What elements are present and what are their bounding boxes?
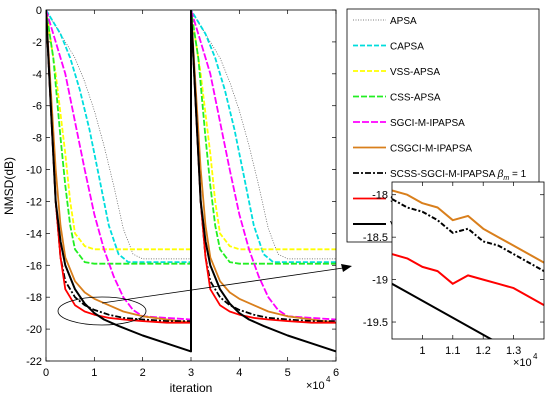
inset-ticks bbox=[392, 182, 544, 339]
zoom-arrow-head bbox=[341, 264, 352, 272]
main-x-tick-label-5: 5 bbox=[285, 367, 291, 379]
main-y-tick-label-4: -8 bbox=[32, 133, 42, 145]
main-x-tick-label-4: 4 bbox=[236, 367, 242, 379]
main-series-vss-sgci-m-ipapsa-8 bbox=[46, 10, 336, 353]
main-x-tick-labels: 0 1 2 3 4 5 6 bbox=[43, 367, 339, 379]
main-y-tick-label-10: -20 bbox=[26, 324, 42, 336]
main-series-vss-apsa-2 bbox=[46, 10, 336, 251]
inset-series-csgci-m-ipapsa-0 bbox=[392, 189, 544, 264]
inset-plot-frame bbox=[391, 181, 545, 340]
main-ticks bbox=[45, 9, 337, 362]
main-x-tick-label-1: 1 bbox=[91, 367, 97, 379]
main-plot: 0 1 2 3 4 5 6 0 -2 -4 -6 -8 -10 -12 -14 -16 -18 -20 -22 i… bbox=[2, 5, 352, 395]
inset-x-tick-labels: 1 1.1 1.2 1.3 bbox=[419, 345, 521, 357]
main-y-tick-label-0: 0 bbox=[36, 5, 42, 17]
main-x-tick-label-0: 0 bbox=[43, 367, 49, 379]
main-series-group bbox=[46, 10, 336, 353]
main-y-tick-label-2: -4 bbox=[32, 69, 42, 81]
inset-x-tick-label-0: 1 bbox=[419, 345, 425, 357]
inset-x-exponent-base: ×10 bbox=[513, 357, 532, 369]
legend-label-4: SGCI-M-IPAPSA bbox=[390, 118, 465, 129]
main-y-tick-label-3: -6 bbox=[32, 101, 42, 113]
main-y-tick-label-8: -16 bbox=[26, 260, 42, 272]
inset-y-tick-label-0: -18 bbox=[372, 190, 388, 202]
main-x-tick-label-2: 2 bbox=[140, 367, 146, 379]
main-y-tick-label-6: -12 bbox=[26, 196, 42, 208]
main-x-tick-label-3: 3 bbox=[188, 367, 194, 379]
main-x-exponent-power: 4 bbox=[326, 375, 331, 384]
main-y-tick-label-5: -10 bbox=[26, 165, 42, 177]
legend-label-2: VSS-APSA bbox=[390, 67, 440, 78]
main-y-axis-label: NMSD(dB) bbox=[2, 157, 16, 215]
inset-series-scss-sgci-m-ipapsa-m-4-2 bbox=[392, 253, 544, 306]
inset-y-tick-label-1: -18.5 bbox=[363, 232, 388, 244]
main-x-tick-label-6: 6 bbox=[333, 367, 339, 379]
legend-label-1: CAPSA bbox=[390, 42, 424, 53]
zoom-arrow-line bbox=[101, 266, 351, 304]
inset-series-scss-sgci-m-ipapsa-m-1-1 bbox=[392, 198, 544, 272]
main-y-tick-label-7: -14 bbox=[26, 228, 42, 240]
inset-series-group bbox=[392, 189, 544, 339]
inset-y-tick-label-3: -19.5 bbox=[363, 317, 388, 329]
inset-plot: 1 1.1 1.2 1.3 -18 -18.5 -19 -19.5 ×10 4 bbox=[363, 181, 545, 369]
inset-y-tick-label-2: -19 bbox=[372, 275, 388, 287]
legend-label-0: APSA bbox=[390, 16, 417, 27]
inset-x-tick-label-1: 1.1 bbox=[445, 345, 460, 357]
inset-series-vss-sgci-m-ipapsa-3 bbox=[392, 282, 493, 339]
inset-x-exponent-power: 4 bbox=[533, 352, 538, 361]
main-x-axis-label: iteration bbox=[170, 381, 213, 395]
main-y-tick-label-1: -2 bbox=[32, 37, 42, 49]
inset-x-tick-label-3: 1.3 bbox=[506, 345, 521, 357]
inset-plot-area bbox=[392, 182, 544, 339]
legend-label-3: CSS-APSA bbox=[390, 93, 441, 104]
main-y-tick-label-9: -18 bbox=[26, 292, 42, 304]
legend-label-5: CSGCI-M-IPAPSA bbox=[390, 144, 472, 155]
inset-x-tick-label-2: 1.2 bbox=[476, 345, 491, 357]
legend-label-6: SCSS-SGCI-M-IPAPSA βm = 1 bbox=[390, 169, 527, 182]
main-y-tick-labels: 0 -2 -4 -6 -8 -10 -12 -14 -16 -18 -20 -22 bbox=[26, 5, 42, 368]
main-y-tick-label-11: -22 bbox=[26, 356, 42, 368]
inset-y-tick-labels: -18 -18.5 -19 -19.5 bbox=[363, 190, 388, 329]
zoom-region-ellipse bbox=[57, 296, 147, 326]
main-x-exponent-base: ×10 bbox=[306, 380, 325, 392]
